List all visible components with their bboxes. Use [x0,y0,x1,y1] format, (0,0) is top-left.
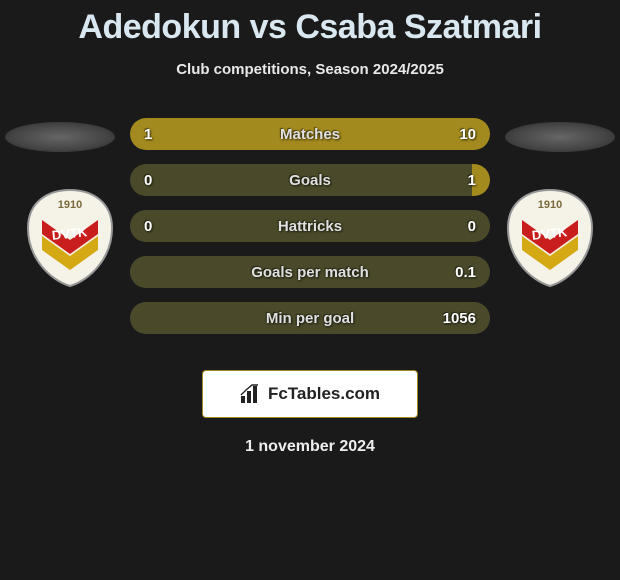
brand-text: FcTables.com [268,384,380,404]
subtitle: Club competitions, Season 2024/2025 [0,61,620,78]
comparison-area: 1910 DVTK 1910 DVTK 1 Matches 10 0 Goals [0,106,620,346]
chart-bars-icon [240,384,262,404]
stat-value-right: 0.1 [455,264,476,281]
club-badge-svg: 1910 DVTK [500,188,600,288]
badge-year: 1910 [538,199,562,211]
stat-value-right: 0 [468,218,476,235]
stat-row: Goals per match 0.1 [130,256,490,288]
stat-label: Goals per match [130,264,490,281]
stat-label: Goals [130,172,490,189]
stat-row: Min per goal 1056 [130,302,490,334]
stat-value-right: 1 [468,172,476,189]
date-text: 1 november 2024 [0,438,620,456]
stat-row: 1 Matches 10 [130,118,490,150]
player-silhouette-right [505,122,615,152]
brand-box[interactable]: FcTables.com [202,370,418,418]
stats-list: 1 Matches 10 0 Goals 1 0 Hattricks 0 Goa… [130,118,490,334]
stat-value-right: 1056 [443,310,476,327]
stat-row: 0 Hattricks 0 [130,210,490,242]
stat-label: Matches [130,126,490,143]
stat-row: 0 Goals 1 [130,164,490,196]
club-badge-right: 1910 DVTK [500,188,600,288]
badge-year: 1910 [58,199,82,211]
club-badge-svg: 1910 DVTK [20,188,120,288]
stat-label: Hattricks [130,218,490,235]
stat-value-right: 10 [459,126,476,143]
stat-label: Min per goal [130,310,490,327]
player-silhouette-left [5,122,115,152]
page-title: Adedokun vs Csaba Szatmari [0,0,620,47]
club-badge-left: 1910 DVTK [20,188,120,288]
